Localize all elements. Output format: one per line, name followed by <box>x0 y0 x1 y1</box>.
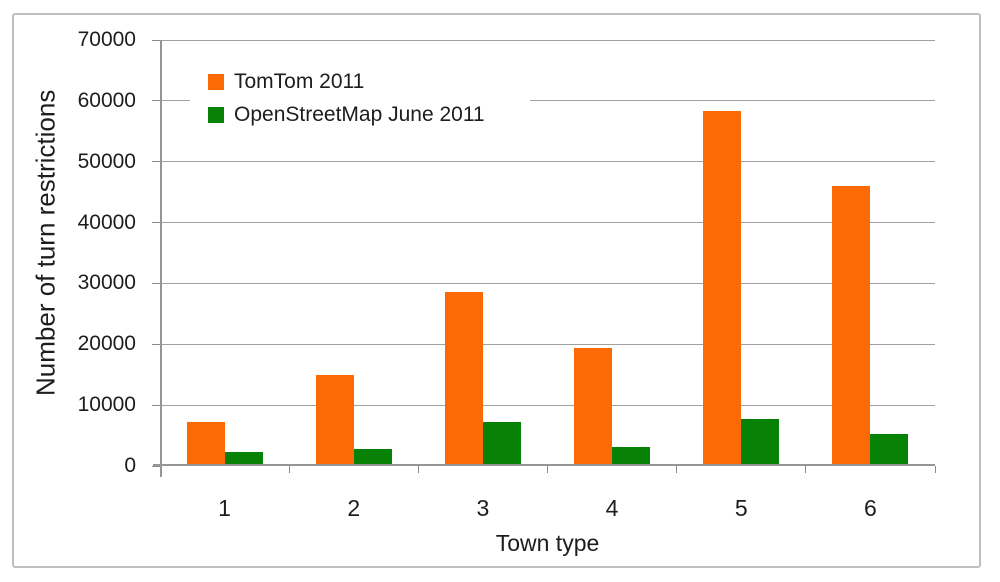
legend-label-tomtom: TomTom 2011 <box>234 69 365 93</box>
x-axis-tick-label: 1 <box>218 495 231 521</box>
y-axis-tick <box>152 343 160 345</box>
bar-openstreetmap-june-2011-town-5 <box>741 419 780 465</box>
bar-openstreetmap-june-2011-town-4 <box>612 446 651 465</box>
bar-tomtom-2011-town-3 <box>444 291 483 465</box>
x-axis-tick-label: 2 <box>347 495 361 521</box>
gridline <box>160 100 935 102</box>
x-axis-tick <box>417 466 419 473</box>
tomtom-series-swatch-icon <box>208 73 224 90</box>
x-axis-tick-label: 6 <box>864 495 877 521</box>
bar-openstreetmap-june-2011-town-2 <box>353 448 392 465</box>
legend: TomTom 2011 OpenStreetMap June 2011 <box>190 52 530 144</box>
y-axis-tick <box>152 282 160 284</box>
y-axis-tick-label: 0 <box>124 454 136 477</box>
bar-tomtom-2011-town-6 <box>832 186 871 465</box>
y-axis-tick <box>152 39 160 41</box>
y-axis-tick-label: 40000 <box>77 210 136 234</box>
legend-item-tomtom: TomTom 2011 <box>208 70 530 94</box>
x-axis-tick-label: 5 <box>734 495 748 521</box>
gridline <box>160 282 935 284</box>
x-axis-tick <box>676 466 678 473</box>
gridline <box>160 161 935 163</box>
x-axis-title: Town type <box>495 530 600 556</box>
x-axis-tick <box>934 466 936 473</box>
x-axis-tick <box>288 466 290 473</box>
osm-series-swatch-icon <box>208 106 224 123</box>
x-axis-line <box>153 464 935 466</box>
bar-openstreetmap-june-2011-town-3 <box>482 421 521 465</box>
bar-openstreetmap-june-2011-town-6 <box>870 433 909 465</box>
legend-item-osm: OpenStreetMap June 2011 <box>208 103 530 127</box>
x-axis-tick-label: 3 <box>476 495 490 521</box>
y-axis-tick-label: 10000 <box>77 393 136 417</box>
y-axis-tick <box>152 222 160 224</box>
y-axis-tick-label: 20000 <box>77 332 136 356</box>
x-axis-tick <box>547 466 548 473</box>
y-axis-line <box>160 40 162 477</box>
x-axis-tick <box>805 466 807 473</box>
y-axis-tick-label: 70000 <box>77 28 136 51</box>
x-axis-tick-labels: 1 2 3 4 5 6 <box>160 495 935 523</box>
chart-frame: Number of turn restrictions 0 10000 20000 3… <box>12 13 981 568</box>
bar-openstreetmap-june-2011-town-1 <box>224 451 263 465</box>
bar-tomtom-2011-town-1 <box>186 422 225 465</box>
y-axis-tick-labels: 0 10000 20000 30000 40000 50000 60000 70000 <box>14 29 136 477</box>
y-axis-tick-label: 60000 <box>77 88 136 112</box>
y-axis-tick <box>152 465 160 467</box>
legend-label-osm: OpenStreetMap June 2011 <box>234 102 485 126</box>
gridline <box>160 222 935 224</box>
gridline <box>160 39 935 41</box>
y-axis-tick <box>152 161 160 163</box>
bar-tomtom-2011-town-5 <box>703 110 742 465</box>
x-axis-tick-label: 4 <box>605 495 619 521</box>
y-axis-tick <box>152 404 160 406</box>
y-axis-tick-label: 50000 <box>77 149 136 173</box>
bar-tomtom-2011-town-2 <box>315 374 354 465</box>
bar-tomtom-2011-town-4 <box>574 347 613 465</box>
plot-area <box>152 39 936 477</box>
y-axis-tick-label: 30000 <box>77 271 136 295</box>
y-axis-tick <box>152 100 160 102</box>
gridline <box>160 404 935 406</box>
gridline <box>160 343 935 345</box>
